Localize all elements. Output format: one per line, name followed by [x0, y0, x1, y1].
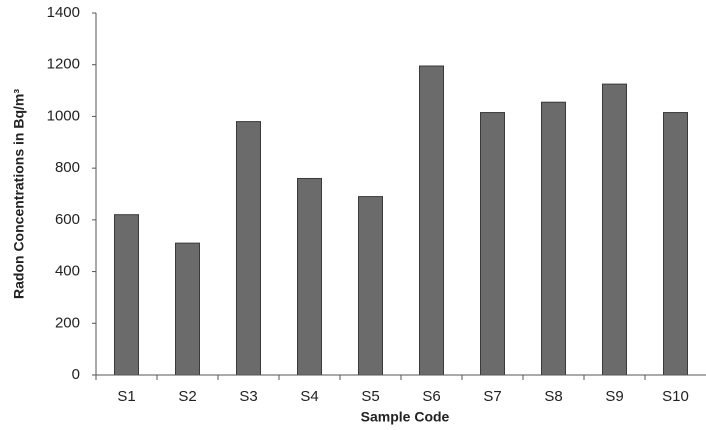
- x-tick-label: S7: [483, 388, 501, 405]
- x-tick-label: S9: [605, 388, 623, 405]
- bar: [480, 112, 505, 376]
- y-tick-label: 0: [72, 366, 80, 383]
- bar: [297, 177, 322, 376]
- bar: [419, 65, 444, 376]
- y-tick-label: 200: [55, 314, 80, 331]
- x-tick-label: S5: [361, 388, 379, 405]
- y-tick-label: 800: [55, 159, 80, 176]
- bar: [602, 83, 627, 376]
- x-axis-title: Sample Code: [361, 409, 450, 425]
- bar: [358, 196, 383, 376]
- x-tick-label: S2: [178, 388, 196, 405]
- y-tick-label: 1200: [47, 56, 80, 73]
- y-tick-label: 600: [55, 211, 80, 228]
- x-tick-label: S3: [239, 388, 257, 405]
- bar: [663, 112, 688, 376]
- x-tick-label: S1: [117, 388, 135, 405]
- bar: [175, 242, 200, 376]
- y-axis-title: Radon Concentrations in Bq/m³: [11, 89, 27, 299]
- y-tick-label: 1000: [47, 107, 80, 124]
- y-tick-label: 1400: [47, 4, 80, 21]
- x-tick-label: S4: [300, 388, 318, 405]
- bar: [236, 121, 261, 376]
- y-tick-label: 400: [55, 263, 80, 280]
- x-tick-label: S6: [422, 388, 440, 405]
- x-tick-label: S10: [662, 388, 689, 405]
- x-tick-label: S8: [544, 388, 562, 405]
- bar: [541, 101, 566, 376]
- bar: [114, 214, 139, 376]
